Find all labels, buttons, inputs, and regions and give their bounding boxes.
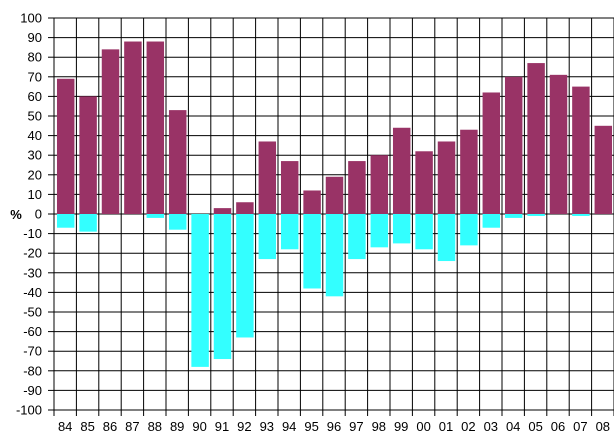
positive-bar [146, 41, 165, 214]
positive-bar [258, 141, 277, 214]
negative-bar [504, 214, 523, 218]
x-tick-label: 86 [103, 419, 117, 434]
negative-bar [370, 214, 389, 248]
x-tick-label: 97 [349, 419, 363, 434]
x-tick-label: 01 [439, 419, 453, 434]
positive-bar [392, 127, 411, 214]
x-tick-label: 95 [304, 419, 318, 434]
x-tick-label: 04 [506, 419, 520, 434]
negative-bar [527, 214, 545, 216]
y-tick-label: -40 [23, 285, 42, 300]
negative-bar [213, 214, 232, 360]
negative-bar [56, 214, 75, 228]
y-tick-label: 70 [28, 69, 42, 84]
y-tick-label: -30 [23, 265, 42, 280]
positive-bar [437, 141, 456, 214]
negative-bar [191, 214, 209, 367]
negative-bar [79, 214, 97, 232]
negative-bar [236, 214, 254, 338]
y-tick-label: -100 [16, 403, 42, 418]
positive-bar [504, 76, 523, 214]
y-axis-label: % [10, 207, 22, 222]
positive-bar [56, 78, 75, 214]
x-tick-label: 88 [148, 419, 162, 434]
y-tick-label: 0 [35, 207, 42, 222]
y-tick-label: -50 [23, 305, 42, 320]
x-tick-label: 96 [327, 419, 341, 434]
positive-bar [594, 125, 613, 214]
y-tick-label: 50 [28, 109, 42, 124]
y-tick-label: 90 [28, 30, 42, 45]
x-tick-label: 07 [573, 419, 587, 434]
y-tick-label: -20 [23, 246, 42, 261]
x-tick-label: 92 [237, 419, 251, 434]
x-tick-label: 94 [282, 419, 296, 434]
positive-bar [572, 86, 590, 214]
x-tick-label: 91 [215, 419, 229, 434]
bars [56, 41, 613, 367]
x-tick-label: 06 [551, 419, 565, 434]
y-tick-label: -90 [23, 383, 42, 398]
positive-bar [460, 129, 478, 214]
y-tick-label: 10 [28, 187, 42, 202]
tick-labels: -100-90-80-70-60-50-40-30-20-10010203040… [16, 11, 610, 435]
negative-bar [146, 214, 165, 218]
x-tick-label: 98 [372, 419, 386, 434]
negative-bar [437, 214, 456, 262]
x-tick-label: 05 [528, 419, 542, 434]
y-tick-label: 100 [20, 11, 42, 26]
positive-bar [124, 41, 142, 214]
negative-bar [460, 214, 478, 246]
positive-bar [303, 190, 321, 214]
y-tick-label: 80 [28, 50, 42, 65]
x-tick-label: 02 [461, 419, 475, 434]
y-tick-label: -70 [23, 344, 42, 359]
negative-bar [482, 214, 501, 228]
negative-bar [258, 214, 277, 260]
positive-bar [415, 151, 433, 214]
x-tick-label: 89 [170, 419, 184, 434]
y-tick-label: -10 [23, 226, 42, 241]
negative-bar [280, 214, 299, 250]
positive-bar [79, 96, 97, 214]
x-tick-label: 87 [125, 419, 139, 434]
positive-bar [325, 176, 344, 214]
x-tick-label: 00 [416, 419, 430, 434]
negative-bar [303, 214, 321, 289]
negative-bar [392, 214, 411, 244]
positive-bar [101, 49, 120, 214]
positive-bar [482, 92, 501, 214]
x-tick-label: 99 [394, 419, 408, 434]
x-tick-label: 85 [80, 419, 94, 434]
x-tick-label: 03 [484, 419, 498, 434]
negative-bar [168, 214, 187, 230]
positive-bar [236, 202, 254, 214]
positive-bar [370, 155, 389, 214]
negative-bar [348, 214, 366, 260]
x-tick-label: 90 [192, 419, 206, 434]
y-tick-label: -60 [23, 324, 42, 339]
y-tick-label: 40 [28, 128, 42, 143]
positive-bar [549, 74, 568, 214]
y-tick-label: 30 [28, 148, 42, 163]
positive-bar [527, 63, 545, 214]
negative-bar [572, 214, 590, 216]
negative-bar [325, 214, 344, 297]
y-tick-label: -80 [23, 363, 42, 378]
x-tick-label: 08 [596, 419, 610, 434]
x-tick-label: 93 [260, 419, 274, 434]
positive-bar [213, 208, 232, 214]
positive-bar [348, 161, 366, 214]
x-tick-label: 84 [58, 419, 72, 434]
y-tick-label: 60 [28, 89, 42, 104]
positive-bar [168, 110, 187, 214]
negative-bar [415, 214, 433, 250]
y-tick-label: 20 [28, 167, 42, 182]
positive-bar [280, 161, 299, 214]
